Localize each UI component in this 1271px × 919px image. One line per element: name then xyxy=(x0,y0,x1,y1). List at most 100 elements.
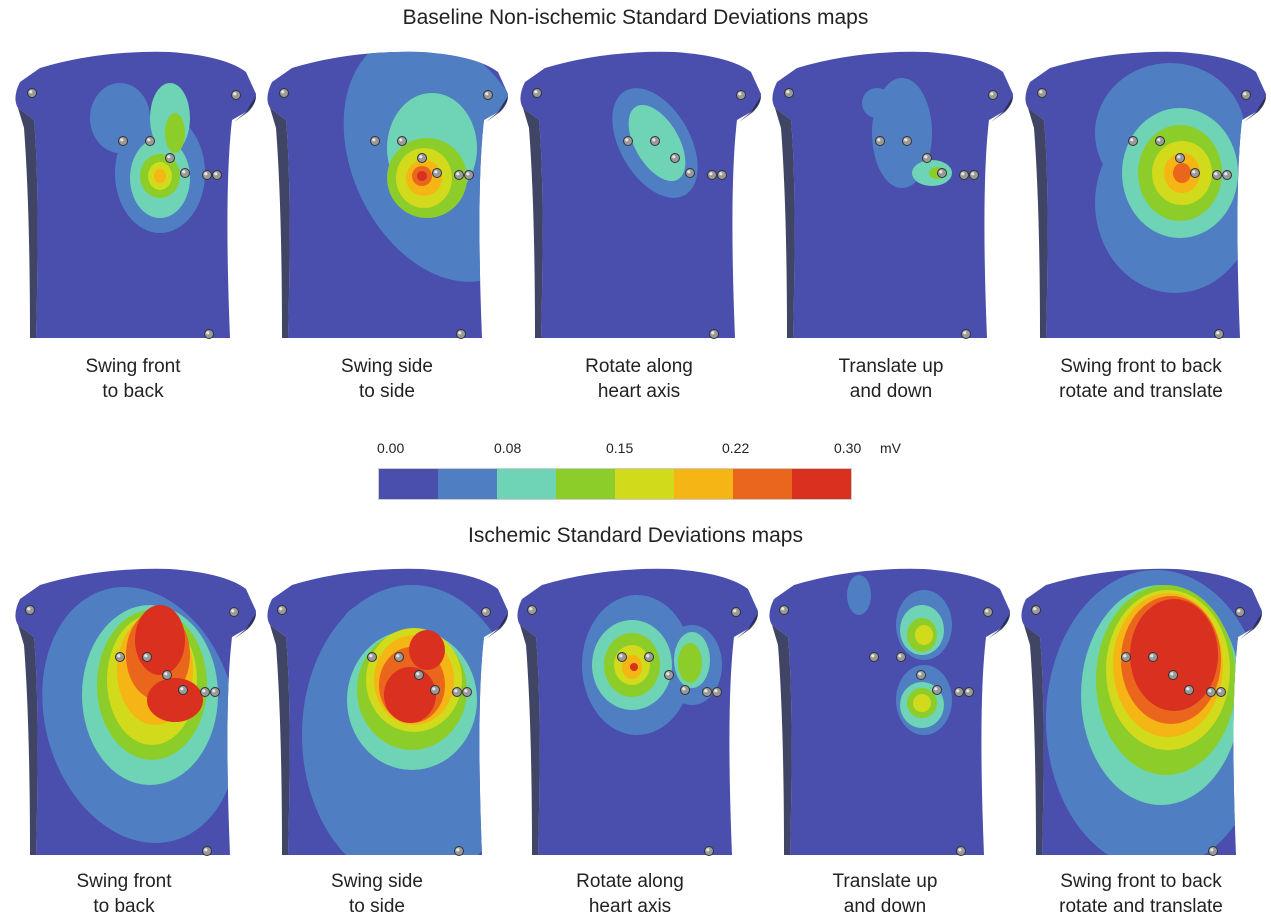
caption-top-2: Swing side to side xyxy=(262,354,512,404)
electrode-marker xyxy=(1149,653,1158,662)
torso-map-bottom-4 xyxy=(764,555,1014,860)
electrode-marker xyxy=(870,653,879,662)
electrode-marker xyxy=(970,171,979,180)
top-section-title: Baseline Non-ischemic Standard Deviation… xyxy=(0,6,1271,30)
electrode-marker xyxy=(903,137,912,146)
electrode-marker xyxy=(232,91,241,100)
electrode-marker xyxy=(876,137,885,146)
electrode-marker xyxy=(533,89,542,98)
electrode-marker xyxy=(1242,91,1251,100)
electrode-marker xyxy=(965,688,974,697)
contour-region xyxy=(678,643,702,683)
contour-region xyxy=(913,694,931,712)
electrode-marker xyxy=(146,137,155,146)
contour-region xyxy=(165,113,185,153)
colorbar-swatch-7 xyxy=(733,469,792,499)
electrode-marker xyxy=(933,686,942,695)
contour-region xyxy=(862,88,892,118)
caption-bottom-3: Rotate along heart axis xyxy=(505,869,755,919)
electrode-marker xyxy=(203,171,212,180)
electrode-marker xyxy=(163,671,172,680)
contour-region xyxy=(847,575,871,615)
electrode-marker xyxy=(1122,653,1131,662)
electrode-marker xyxy=(785,89,794,98)
colorbar-tick-5: 0.30 xyxy=(834,440,861,456)
electrode-marker xyxy=(938,169,947,178)
caption-bottom-4: Translate up and down xyxy=(760,869,1010,919)
electrode-marker xyxy=(713,688,722,697)
electrode-marker xyxy=(463,688,472,697)
electrode-marker xyxy=(482,608,491,617)
electrode-marker xyxy=(213,171,222,180)
caption-top-1: Swing front to back xyxy=(8,354,258,404)
electrode-marker xyxy=(984,608,993,617)
electrode-marker xyxy=(1207,688,1216,697)
contour-region xyxy=(147,678,203,722)
colorbar-tick-2: 0.08 xyxy=(494,440,521,456)
colorbar-tick-4: 0.22 xyxy=(722,440,749,456)
contour-region xyxy=(135,605,185,675)
electrode-marker xyxy=(1038,89,1047,98)
electrode-marker xyxy=(143,653,152,662)
electrode-marker xyxy=(1213,171,1222,180)
electrode-marker xyxy=(1185,686,1194,695)
electrode-marker xyxy=(455,171,464,180)
contour-region xyxy=(630,663,638,671)
colorbar-swatch-2 xyxy=(438,469,497,499)
electrode-marker xyxy=(957,847,966,856)
electrode-marker xyxy=(418,154,427,163)
contour-region xyxy=(409,630,445,670)
electrode-marker xyxy=(116,653,125,662)
torso-map-bottom-3 xyxy=(512,555,762,860)
electrode-marker xyxy=(1176,154,1185,163)
electrode-marker xyxy=(528,606,537,615)
bottom-section-title: Ischemic Standard Deviations maps xyxy=(0,524,1271,548)
electrode-marker xyxy=(703,688,712,697)
electrode-marker xyxy=(705,847,714,856)
electrode-marker xyxy=(737,91,746,100)
electrode-marker xyxy=(671,154,680,163)
electrode-marker xyxy=(732,608,741,617)
electrode-marker xyxy=(457,330,466,339)
electrode-marker xyxy=(624,137,633,146)
caption-top-3: Rotate along heart axis xyxy=(514,354,764,404)
electrode-marker xyxy=(686,169,695,178)
electrode-marker xyxy=(119,137,128,146)
electrode-marker xyxy=(780,606,789,615)
caption-bottom-5: Swing front to back rotate and translate xyxy=(1016,869,1266,919)
electrode-marker xyxy=(897,653,906,662)
contour-region xyxy=(417,171,427,181)
electrode-marker xyxy=(398,137,407,146)
electrode-marker xyxy=(962,330,971,339)
electrode-marker xyxy=(415,671,424,680)
electrode-marker xyxy=(453,688,462,697)
electrode-marker xyxy=(205,330,214,339)
electrode-marker xyxy=(989,91,998,100)
electrode-marker xyxy=(455,847,464,856)
electrode-marker xyxy=(431,686,440,695)
contour-region xyxy=(154,169,166,183)
electrode-marker xyxy=(278,606,287,615)
electrode-marker xyxy=(708,171,717,180)
contour-region xyxy=(1130,599,1218,711)
electrode-marker xyxy=(181,169,190,178)
electrode-marker xyxy=(230,608,239,617)
electrode-marker xyxy=(1217,688,1226,697)
electrode-marker xyxy=(28,89,37,98)
electrode-marker xyxy=(166,154,175,163)
electrode-marker xyxy=(465,171,474,180)
colorbar-swatch-6 xyxy=(674,469,733,499)
electrode-marker xyxy=(645,653,654,662)
contour-region xyxy=(1173,163,1191,183)
torso-map-top-2 xyxy=(262,38,512,343)
colorbar-swatch-4 xyxy=(556,469,615,499)
electrode-marker xyxy=(280,89,289,98)
torso-map-bottom-1 xyxy=(10,555,260,860)
contour-region xyxy=(915,625,933,645)
caption-bottom-2: Swing side to side xyxy=(252,869,502,919)
electrode-marker xyxy=(1032,606,1041,615)
electrode-marker xyxy=(433,169,442,178)
electrode-marker xyxy=(923,154,932,163)
contour-region xyxy=(384,667,436,723)
electrode-marker xyxy=(26,606,35,615)
